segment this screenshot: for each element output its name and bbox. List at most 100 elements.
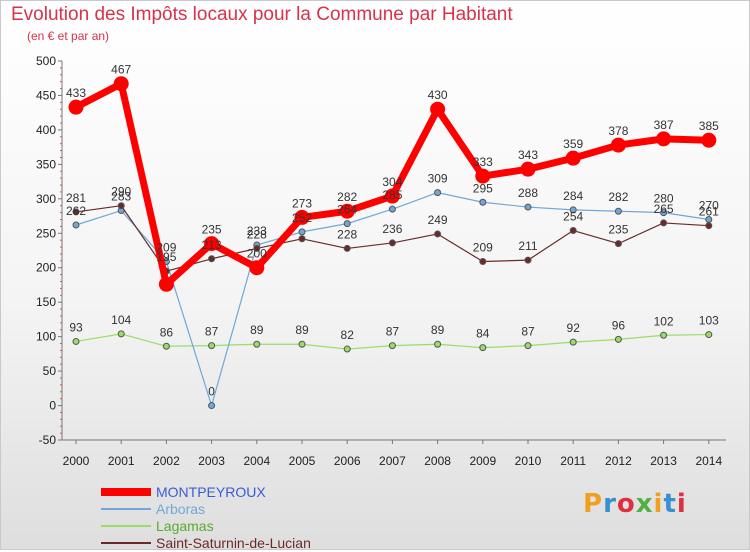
data-label: 385	[699, 119, 719, 133]
data-label: 433	[66, 86, 86, 100]
data-label: 304	[382, 175, 402, 189]
data-point	[614, 207, 622, 215]
data-label: 281	[66, 191, 86, 205]
data-point	[660, 209, 668, 217]
x-tick-label: 2002	[153, 454, 180, 468]
data-point	[117, 202, 125, 210]
data-label: 387	[654, 118, 674, 132]
data-point	[253, 244, 261, 252]
data-label: 200	[247, 247, 267, 261]
data-label: 93	[69, 320, 83, 334]
y-tick-label: 350	[36, 157, 56, 171]
data-label: 280	[654, 192, 674, 206]
data-point	[253, 340, 261, 348]
logo-letter: i	[653, 489, 664, 519]
data-point	[117, 330, 125, 338]
data-label: 195	[156, 250, 176, 264]
data-label: 235	[608, 223, 628, 237]
data-point	[656, 131, 672, 147]
data-point	[113, 76, 129, 92]
data-point	[701, 132, 717, 148]
data-point	[479, 344, 487, 352]
logo-letter: i	[676, 489, 687, 519]
chart-subtitle: (en € et par an)	[27, 29, 110, 43]
data-label: 236	[382, 222, 402, 236]
data-label: 261	[699, 205, 719, 219]
data-point	[705, 222, 713, 230]
data-point	[298, 228, 306, 236]
data-point	[294, 209, 310, 225]
data-point	[434, 340, 442, 348]
data-label: 249	[428, 213, 448, 227]
data-label: 235	[202, 223, 222, 237]
x-tick-label: 2007	[379, 454, 406, 468]
legend-label: Saint-Saturnin-de-Lucian	[156, 535, 311, 551]
data-point	[610, 137, 626, 153]
logo-letter: x	[635, 489, 654, 519]
data-point	[343, 345, 351, 353]
y-tick-label: 250	[36, 226, 56, 240]
logo-letter: t	[663, 489, 677, 519]
data-point	[479, 258, 487, 266]
data-point	[569, 206, 577, 214]
data-label: 359	[563, 137, 583, 151]
data-point	[72, 337, 80, 345]
y-tick-label: 400	[36, 123, 56, 137]
data-label: 290	[111, 185, 131, 199]
data-point	[524, 203, 532, 211]
data-label: 209	[473, 241, 493, 255]
data-label: 84	[476, 327, 490, 341]
data-point	[520, 161, 536, 177]
data-label: 228	[247, 227, 267, 241]
data-point	[434, 230, 442, 238]
data-label: 254	[563, 210, 583, 224]
data-label: 87	[386, 325, 400, 339]
data-label: 89	[431, 323, 445, 337]
data-point	[162, 342, 170, 350]
logo-letter: r	[603, 489, 617, 519]
data-point	[614, 335, 622, 343]
data-point	[388, 205, 396, 213]
y-tick-label: 50	[43, 364, 57, 378]
data-point	[524, 342, 532, 350]
y-tick-label: 150	[36, 295, 56, 309]
data-point	[660, 219, 668, 227]
x-tick-label: 2011	[560, 454, 586, 468]
data-point	[430, 101, 446, 117]
data-label: 252	[292, 211, 312, 225]
data-point	[339, 203, 355, 219]
chart-title: Evolution des Impôts locaux pour la Comm…	[11, 4, 513, 25]
data-label: 87	[521, 325, 535, 339]
y-tick-label: 200	[36, 261, 56, 275]
data-point	[565, 150, 581, 166]
data-point	[208, 255, 216, 263]
data-point	[158, 276, 174, 292]
data-point	[298, 235, 306, 243]
data-label: 288	[518, 186, 538, 200]
data-label: 467	[111, 63, 131, 77]
data-point	[343, 220, 351, 228]
x-tick-label: 2010	[515, 454, 542, 468]
data-point	[479, 198, 487, 206]
logo-letter: o	[616, 489, 636, 519]
data-label: 213	[202, 238, 222, 252]
data-point	[388, 239, 396, 247]
data-label: 87	[205, 325, 219, 339]
data-label: 82	[341, 328, 355, 342]
y-tick-label: 300	[36, 192, 56, 206]
data-point	[388, 342, 396, 350]
data-label: 284	[563, 189, 583, 203]
data-label: 430	[428, 88, 448, 102]
data-point	[705, 331, 713, 339]
data-label: 273	[292, 196, 312, 210]
data-point	[72, 221, 80, 229]
data-label: 92	[567, 321, 581, 335]
legend-label: Lagamas	[156, 518, 214, 534]
x-tick-label: 2001	[108, 454, 135, 468]
data-label: 270	[699, 198, 719, 212]
x-tick-label: 2012	[605, 454, 632, 468]
x-tick-label: 2008	[424, 454, 451, 468]
data-label: 86	[160, 325, 174, 339]
